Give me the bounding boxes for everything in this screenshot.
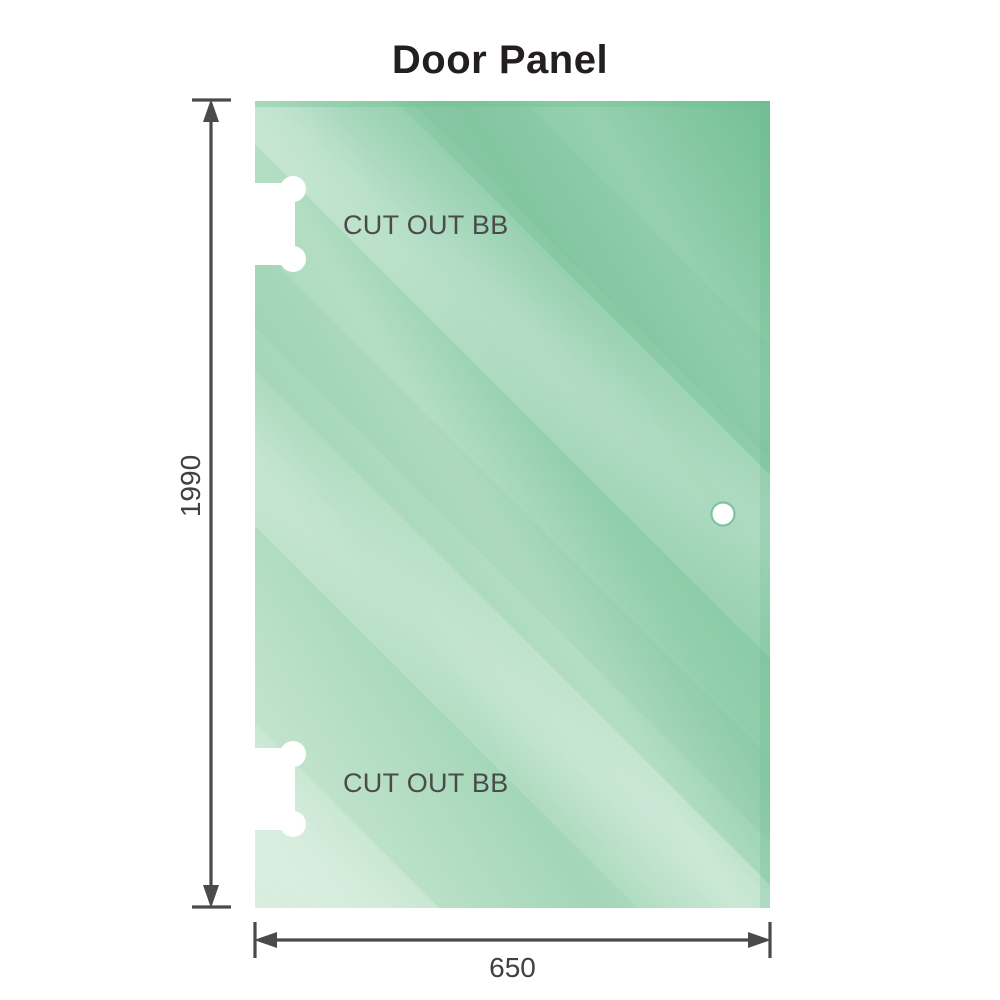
cutout-label-bottom: CUT OUT BB: [343, 768, 509, 798]
glass-door-panel: [255, 101, 770, 908]
dimension-height-value: 1990: [175, 454, 207, 518]
cutout-label-top: CUT OUT BB: [343, 210, 509, 240]
panel-graphic: [255, 101, 770, 908]
dimension-width-value: 650: [489, 952, 536, 983]
handle-hole-ring: [710, 501, 736, 527]
page-title: Door Panel: [391, 38, 609, 82]
